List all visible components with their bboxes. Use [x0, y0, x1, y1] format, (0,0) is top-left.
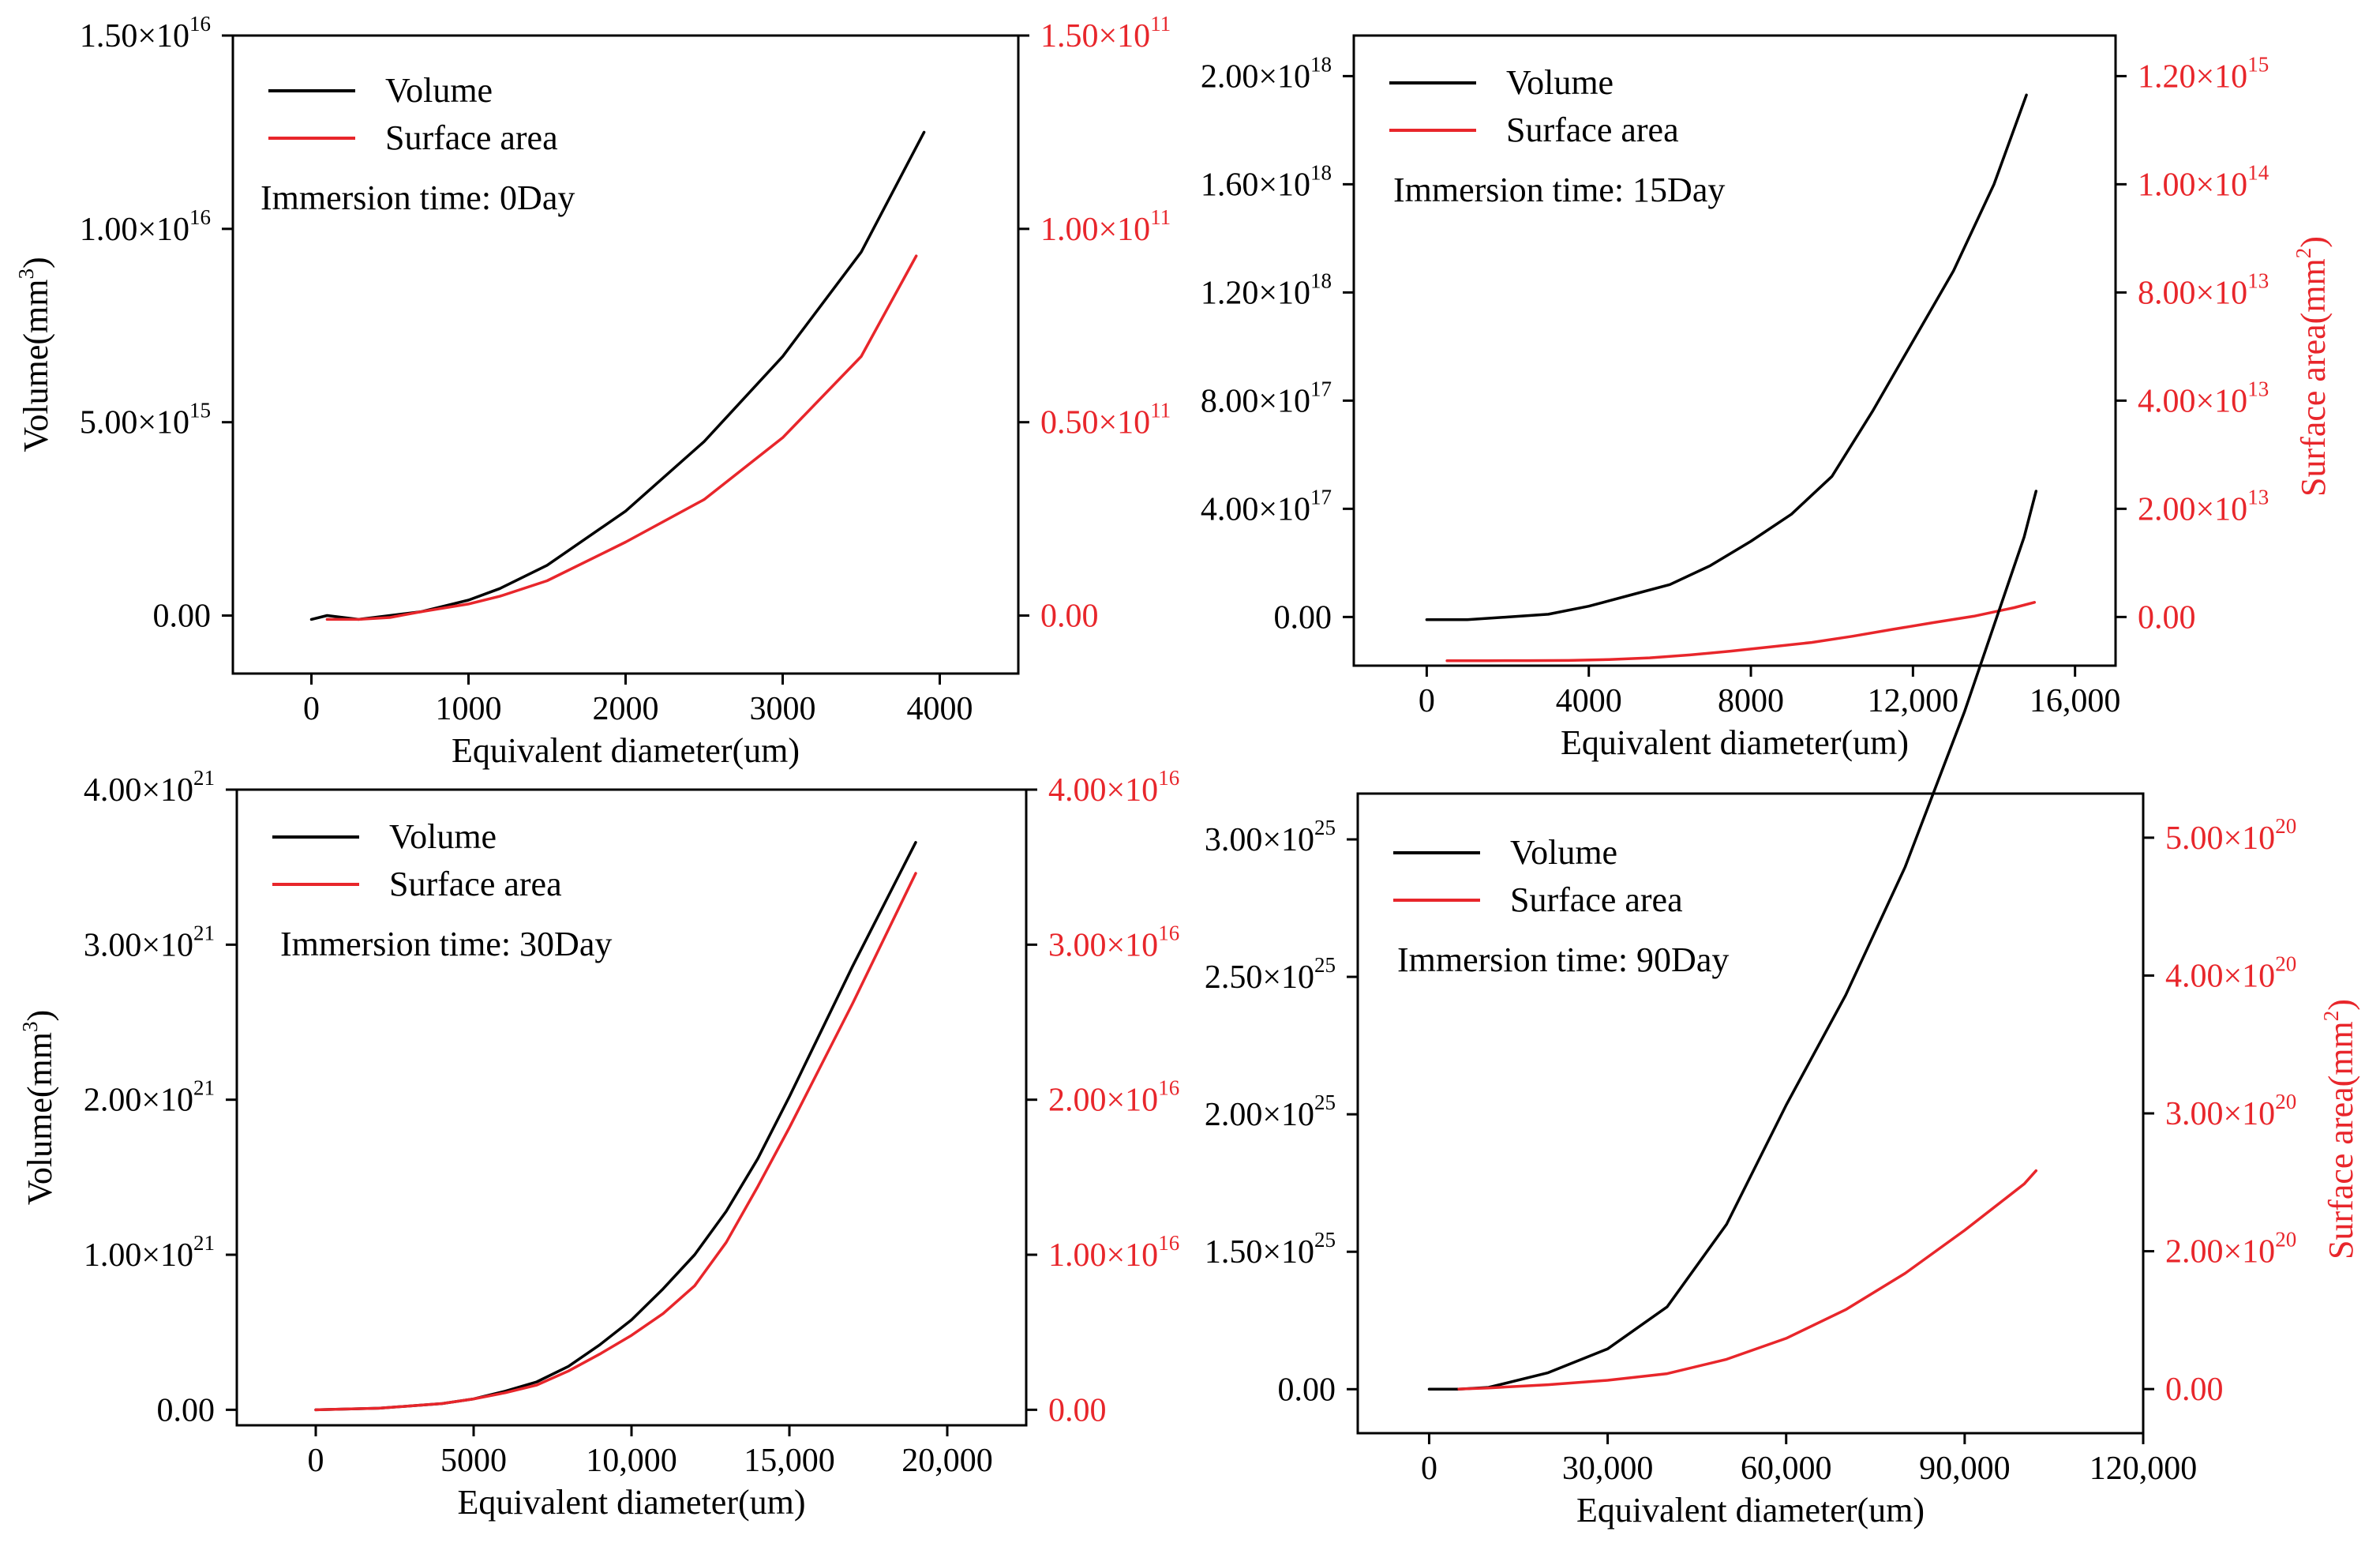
chart-panel-15Day: 0 4000 8000 12,000 16,000 0.00 4.00×1017 8.00×1… [1201, 34, 2333, 762]
legend-label: Volume [389, 817, 497, 856]
y-left-tick-label: 0.00 [153, 599, 212, 635]
y-left-tick-label: 2.00×1025 [1205, 1090, 1336, 1133]
y-right-tick-label: 3.00×1020 [2165, 1090, 2296, 1132]
x-axis-title: Equivalent diameter(um) [1576, 1491, 1925, 1530]
series-line-surface-area [325, 254, 918, 621]
y-right-tick-label: 0.00 [1048, 1392, 1107, 1428]
x-tick-label: 10,000 [586, 1443, 677, 1479]
y-left-tick-label: 0.00 [1278, 1372, 1336, 1408]
y-right-axis-title: Surface area(mm2) [2319, 999, 2360, 1259]
plot-frame [1352, 34, 2117, 667]
x-tick-label: 120,000 [2090, 1451, 2198, 1487]
x-tick-label: 2000 [593, 691, 659, 727]
legend-label: Surface area [1506, 111, 1679, 149]
legend-label: Surface area [385, 118, 558, 157]
y-left-tick-label: 2.00×1021 [84, 1076, 215, 1119]
x-tick-label: 4000 [907, 691, 973, 727]
y-right-tick-label: 0.00 [2165, 1372, 2224, 1408]
plot-frame [231, 34, 1020, 675]
x-tick-label: 30,000 [1562, 1451, 1654, 1487]
x-tick-label: 90,000 [1919, 1451, 2011, 1487]
legend-label: Volume [1510, 833, 1617, 872]
y-left-axis-title: Volume(mm3) [18, 1010, 59, 1205]
y-left-axis-title: Volume(mm3) [14, 257, 55, 452]
legend-label: Surface area [1510, 880, 1683, 919]
y-left-tick-label: 1.20×1018 [1201, 268, 1332, 311]
chart-panel-90Day: 0 30,000 60,000 90,000 120,000 0.00 1.50×1025 2… [1205, 490, 2360, 1530]
y-left-tick-label: 2.00×1018 [1201, 52, 1332, 95]
legend-label: Surface area [389, 865, 562, 903]
series-line-surface-area [314, 872, 917, 1412]
y-right-tick-label: 1.00×1011 [1040, 205, 1171, 248]
y-right-tick-label: 4.00×1016 [1048, 766, 1179, 809]
x-tick-label: 60,000 [1741, 1451, 1832, 1487]
x-tick-label: 0 [303, 691, 320, 727]
y-right-axis-title: Surface area(mm2) [2292, 236, 2333, 497]
x-tick-label: 20,000 [901, 1443, 993, 1479]
y-right-tick-label: 2.00×1013 [2138, 485, 2269, 527]
y-left-tick-label: 3.00×1025 [1205, 816, 1336, 858]
series-line-surface-area [1445, 601, 2037, 663]
y-right-tick-label: 3.00×1016 [1048, 921, 1179, 963]
x-tick-label: 5000 [440, 1443, 507, 1479]
y-right-tick-label: 5.00×1020 [2165, 814, 2296, 857]
y-left-tick-label: 5.00×1015 [80, 399, 211, 441]
y-right-tick-label: 1.20×1015 [2138, 52, 2269, 95]
x-tick-label: 16,000 [2030, 683, 2121, 719]
y-left-tick-label: 8.00×1017 [1201, 377, 1332, 419]
immersion-time-annotation: Immersion time: 0Day [260, 178, 575, 217]
y-left-tick-label: 2.50×1025 [1205, 953, 1336, 996]
chart-panel-30Day: 0 5000 10,000 15,000 20,000 0.00 1.00×1021 2.00… [18, 766, 1179, 1522]
x-tick-label: 4000 [1556, 683, 1622, 719]
y-left-tick-label: 0.00 [157, 1392, 216, 1428]
x-axis-title: Equivalent diameter(um) [452, 731, 800, 770]
y-right-tick-label: 0.00 [2138, 599, 2196, 636]
legend-label: Volume [1506, 63, 1614, 102]
series-line-volume [1425, 93, 2028, 621]
x-tick-label: 0 [308, 1443, 324, 1479]
y-left-tick-label: 3.00×1021 [84, 921, 215, 963]
y-right-tick-label: 4.00×1020 [2165, 952, 2296, 994]
y-right-tick-label: 0.00 [1040, 599, 1099, 635]
y-left-tick-label: 4.00×1021 [84, 766, 215, 809]
y-right-tick-label: 1.00×1016 [1048, 1231, 1179, 1274]
y-right-tick-label: 2.00×1020 [2165, 1228, 2296, 1271]
series-line-surface-area [1457, 1169, 2038, 1391]
immersion-time-annotation: Immersion time: 15Day [1393, 171, 1725, 209]
x-axis-title: Equivalent diameter(um) [1561, 723, 1909, 762]
y-left-tick-label: 0.00 [1274, 599, 1332, 636]
y-left-tick-label: 1.50×1016 [80, 12, 211, 54]
y-right-tick-label: 8.00×1013 [2138, 268, 2269, 311]
y-right-tick-label: 4.00×1013 [2138, 377, 2269, 419]
x-tick-label: 12,000 [1868, 683, 1959, 719]
y-left-tick-label: 1.60×1018 [1201, 160, 1332, 203]
y-right-tick-label: 0.50×1011 [1040, 399, 1171, 441]
x-tick-label: 0 [1421, 1451, 1437, 1487]
y-left-tick-label: 4.00×1017 [1201, 485, 1332, 527]
legend-label: Volume [385, 71, 493, 110]
immersion-time-annotation: Immersion time: 30Day [280, 925, 612, 963]
x-tick-label: 0 [1419, 683, 1435, 719]
y-left-tick-label: 1.00×1021 [84, 1231, 215, 1274]
y-right-tick-label: 2.00×1016 [1048, 1076, 1179, 1119]
y-right-tick-label: 1.00×1014 [2138, 160, 2269, 203]
x-tick-label: 15,000 [744, 1443, 835, 1479]
x-tick-label: 8000 [1718, 683, 1784, 719]
chart-panel-0Day: 0 1000 2000 3000 4000 0.00 5.00×1015 1.00×1016 1… [14, 12, 1171, 770]
immersion-time-annotation: Immersion time: 90Day [1397, 940, 1729, 979]
y-left-tick-label: 1.50×1025 [1205, 1228, 1336, 1271]
x-tick-label: 1000 [436, 691, 502, 727]
x-axis-title: Equivalent diameter(um) [457, 1483, 805, 1522]
plot-frame [1356, 792, 2145, 1435]
y-left-tick-label: 1.00×1016 [80, 205, 211, 248]
y-right-tick-label: 1.50×1011 [1040, 12, 1171, 54]
x-tick-label: 3000 [750, 691, 816, 727]
